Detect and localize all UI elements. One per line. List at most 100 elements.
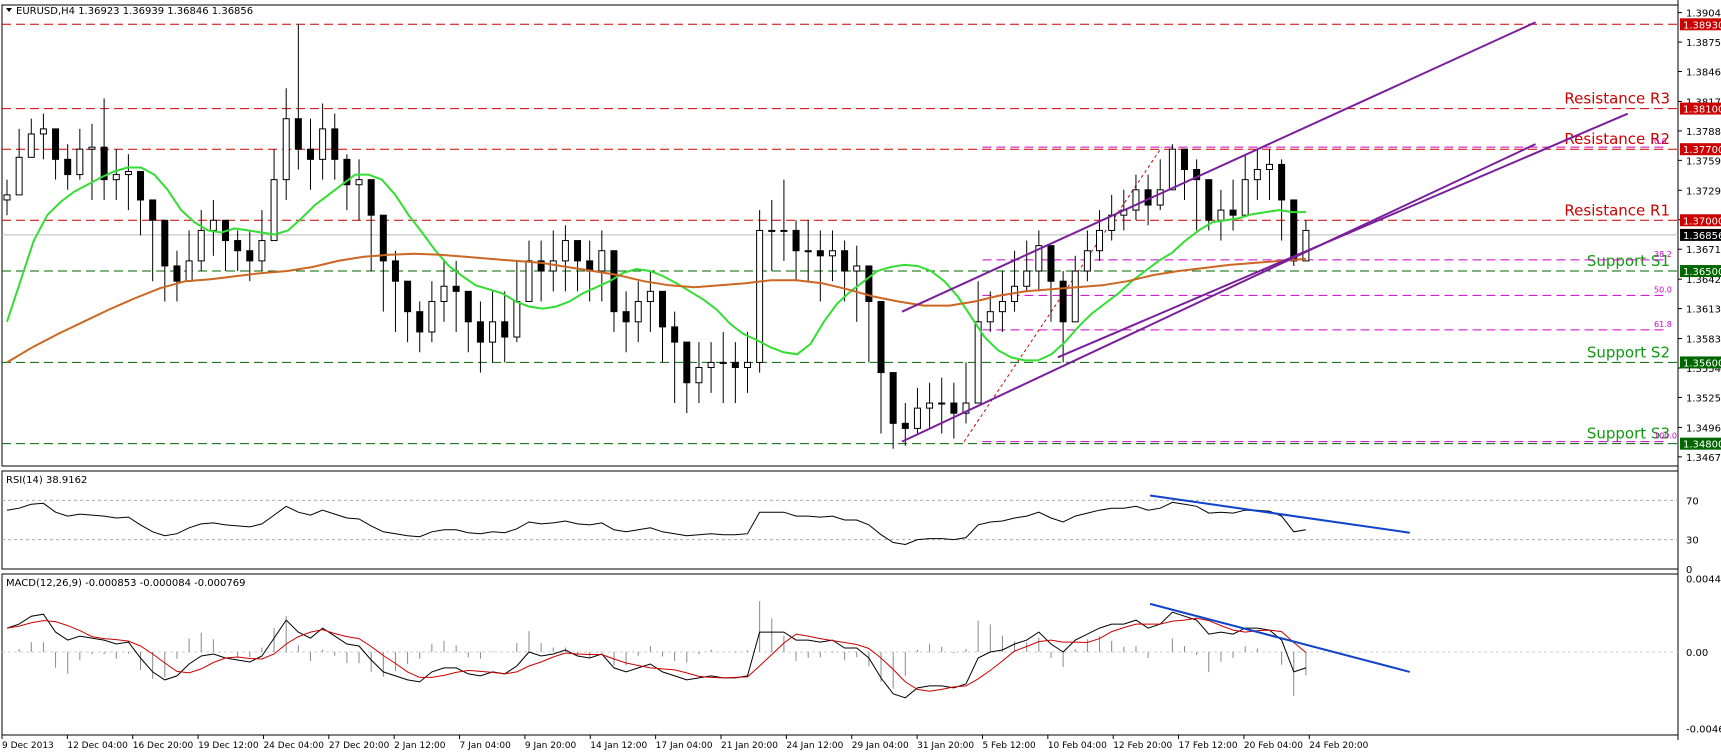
header-dropdown-icon	[6, 8, 12, 12]
candle-body	[1302, 229, 1310, 262]
candle-body	[1156, 189, 1164, 206]
candle-body	[780, 229, 788, 232]
candle-body	[15, 156, 23, 196]
x-tick-label: 12 Dec 04:00	[67, 741, 128, 751]
candle-body	[440, 285, 448, 303]
x-tick-label: 29 Jan 04:00	[852, 741, 909, 751]
candle-body	[1096, 229, 1104, 252]
level-name: Support S1	[1587, 252, 1670, 270]
level-price-tag	[1680, 18, 1721, 31]
rsi-tick-label: 70	[1686, 496, 1699, 507]
candle-body	[270, 179, 278, 242]
candle-body	[1241, 179, 1249, 216]
candle-body	[161, 219, 169, 267]
x-tick-label: 24 Feb 20:00	[1309, 741, 1368, 751]
candle-body	[768, 229, 776, 232]
candle-body	[124, 171, 132, 176]
x-tick-label: 31 Jan 20:00	[917, 741, 974, 751]
main-tick-label: 1.38755	[1686, 38, 1721, 49]
candle-body	[695, 367, 703, 384]
candle-body	[1059, 280, 1067, 323]
current-price-label: 1.36856	[1683, 231, 1721, 242]
candle-body	[574, 240, 582, 262]
candle-body	[1035, 245, 1043, 272]
candle-body	[258, 240, 266, 262]
macd-panel	[1, 573, 1679, 736]
candle-body	[197, 229, 205, 262]
rsi-trendline	[1149, 494, 1410, 534]
level-name: Resistance R1	[1564, 201, 1670, 219]
candle-body	[64, 158, 72, 176]
main-tick-label: 1.34960	[1686, 423, 1721, 434]
channel-upper-line	[901, 21, 1536, 313]
candle-body	[719, 361, 727, 364]
x-tick-label: 9 Dec 2013	[2, 741, 54, 751]
candle-body	[319, 128, 327, 160]
candle-body	[452, 285, 460, 292]
main-header: EURUSD,H4 1.36923 1.36939 1.36846 1.3685…	[16, 6, 253, 17]
candle-body	[39, 128, 47, 135]
x-tick-label: 17 Jan 04:00	[656, 741, 713, 751]
candle-body	[27, 133, 35, 158]
candle-body	[792, 229, 800, 252]
candle-body	[379, 214, 387, 262]
candle-body	[306, 148, 314, 160]
candle-body	[294, 118, 302, 150]
level-price-tag	[1680, 265, 1721, 278]
candle-body	[816, 250, 824, 257]
candle-body	[1168, 148, 1176, 191]
main-tick-label: 1.37590	[1686, 156, 1721, 167]
level-price-tag	[1680, 143, 1721, 156]
level-name: Resistance R2	[1564, 130, 1670, 148]
x-tick-label: 24 Jan 12:00	[786, 741, 843, 751]
macd-trendline	[1149, 602, 1411, 673]
candle-body	[828, 250, 836, 257]
candle-body	[1181, 148, 1189, 170]
candle-body	[950, 402, 958, 414]
x-tick-label: 21 Jan 20:00	[721, 741, 778, 751]
macd-signal-line	[6, 617, 1307, 692]
level-price-label: 1.37700	[1683, 145, 1721, 156]
candle-body	[1193, 168, 1201, 181]
level-price-tag	[1680, 437, 1721, 450]
candle-body	[246, 250, 254, 262]
main-tick-label: 1.36420	[1686, 275, 1721, 286]
main-tick-label: 1.39045	[1686, 9, 1721, 20]
fibonacci-label: 61.8	[1654, 320, 1672, 329]
candle-body	[938, 402, 946, 405]
candle-body	[489, 321, 497, 343]
candle-body	[355, 179, 363, 186]
level-price-label: 1.38930	[1683, 20, 1721, 31]
x-tick-label: 19 Dec 12:00	[198, 741, 259, 751]
x-tick-label: 16 Dec 20:00	[133, 741, 194, 751]
x-tick-label: 27 Dec 20:00	[329, 741, 390, 751]
level-price-label: 1.35600	[1683, 358, 1721, 369]
level-name: Resistance R3	[1564, 90, 1670, 108]
candle-body	[731, 361, 739, 369]
candle-body	[1205, 179, 1213, 221]
channel-middle-line	[1057, 112, 1629, 359]
level-price-label: 1.37000	[1683, 216, 1721, 227]
x-tick-label: 24 Dec 04:00	[263, 741, 324, 751]
candle-body	[404, 280, 412, 313]
candle-body	[137, 171, 145, 201]
candle-body	[1071, 270, 1079, 323]
candle-body	[331, 128, 339, 160]
macd-header: MACD(12,26,9) -0.000853 -0.000084 -0.000…	[6, 578, 245, 589]
rsi-panel	[1, 470, 1679, 570]
rsi-tick-label: 0	[1686, 565, 1692, 576]
candle-body	[367, 179, 375, 216]
main-tick-label: 1.35545	[1686, 364, 1721, 375]
candle-body	[598, 250, 606, 272]
x-tick-label: 14 Jan 12:00	[590, 741, 647, 751]
candle-body	[88, 146, 96, 150]
fibonacci-trendline	[963, 146, 1163, 442]
rsi-line	[6, 501, 1306, 546]
level-price-label: 1.36500	[1683, 267, 1721, 278]
candle-body	[998, 301, 1006, 313]
rsi-header: RSI(14) 38.9162	[6, 475, 87, 486]
candle-body	[428, 301, 436, 333]
candle-body	[1265, 163, 1273, 170]
candle-body	[634, 301, 642, 323]
